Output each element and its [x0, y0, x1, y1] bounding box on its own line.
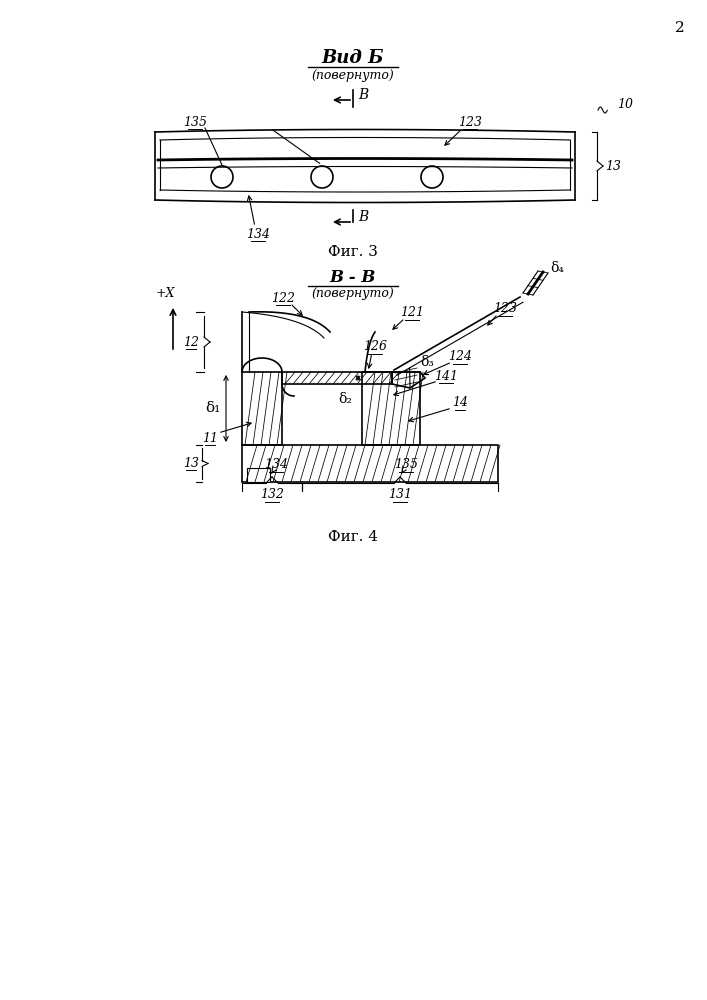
Text: 134: 134 [246, 228, 270, 240]
Text: 14: 14 [452, 396, 468, 410]
Text: 10: 10 [617, 99, 633, 111]
Text: +X: +X [156, 287, 175, 300]
Text: 134: 134 [264, 458, 288, 472]
Text: Вид Б: Вид Б [322, 49, 384, 67]
Text: (повернуто): (повернуто) [312, 288, 395, 300]
Text: 121: 121 [400, 306, 424, 320]
Text: 126: 126 [363, 340, 387, 354]
Text: δ₂: δ₂ [338, 392, 352, 406]
Text: 2: 2 [675, 21, 685, 35]
Text: 135: 135 [183, 115, 207, 128]
Text: δ₃: δ₃ [420, 355, 434, 369]
Text: 141: 141 [434, 369, 458, 382]
Text: (повернуто): (повернуто) [312, 70, 395, 83]
Bar [362, 372, 420, 445]
Bar [247, 468, 270, 482]
Text: B: B [358, 210, 368, 224]
Text: B: B [358, 88, 368, 102]
Text: 123: 123 [493, 302, 517, 316]
Bar [282, 372, 392, 384]
Text: 123: 123 [458, 115, 482, 128]
Text: 12: 12 [183, 336, 199, 349]
Text: δ₄: δ₄ [550, 261, 564, 275]
Text: δ₁: δ₁ [205, 401, 220, 416]
Text: 13: 13 [183, 457, 199, 470]
Text: Фиг. 4: Фиг. 4 [328, 530, 378, 544]
Text: 13: 13 [605, 159, 621, 172]
Bar [242, 445, 498, 482]
Text: 131: 131 [388, 488, 412, 502]
Text: 135: 135 [394, 458, 418, 472]
Text: 11: 11 [202, 432, 218, 444]
Text: 132: 132 [260, 488, 284, 502]
Text: 124: 124 [448, 351, 472, 363]
Text: 122: 122 [271, 292, 295, 304]
Bar [242, 372, 282, 445]
Text: B - B: B - B [329, 269, 376, 286]
Text: Фиг. 3: Фиг. 3 [328, 245, 378, 259]
